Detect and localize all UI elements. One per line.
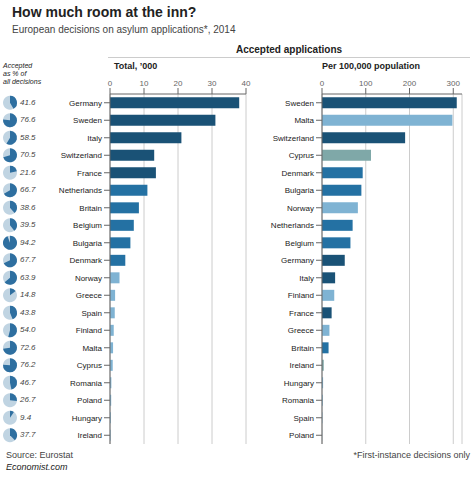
svg-text:Sweden: Sweden: [73, 116, 102, 125]
svg-text:Sweden: Sweden: [285, 99, 314, 108]
svg-text:0: 0: [108, 79, 113, 88]
html-text:67.7: 67.7: [20, 255, 36, 265]
svg-text:0: 0: [320, 79, 325, 88]
html-text:26.7: 26.7: [20, 395, 36, 405]
html-text:9.4: 9.4: [20, 412, 32, 422]
svg-text:Norway: Norway: [287, 204, 314, 213]
html-text:14.8: 14.8: [20, 290, 36, 300]
html-text:72.6: 72.6: [20, 342, 36, 352]
svg-text:Cyprus: Cyprus: [289, 151, 314, 160]
svg-text:20: 20: [174, 79, 183, 88]
svg-text:Denmark: Denmark: [70, 256, 103, 265]
svg-text:Ireland: Ireland: [290, 361, 314, 370]
html-text:Economist.com: Economist.com: [6, 462, 68, 472]
html-text:58.5: 58.5: [20, 132, 36, 142]
html-text:Accepted as % of all decisions: Accepted as % of all decisions: [3, 62, 42, 85]
html-text:38.6: 38.6: [20, 202, 36, 212]
svg-text:Netherlands: Netherlands: [59, 186, 102, 195]
svg-text:Ireland: Ireland: [78, 431, 102, 440]
svg-text:Netherlands: Netherlands: [271, 221, 314, 230]
svg-text:Spain: Spain: [294, 414, 314, 423]
html-text:46.7: 46.7: [20, 377, 36, 387]
svg-text:Germany: Germany: [69, 99, 102, 108]
html-text:37.7: 37.7: [20, 430, 36, 440]
svg-text:Poland: Poland: [77, 396, 102, 405]
svg-text:Britain: Britain: [79, 204, 102, 213]
html-text:Source: Eurostat: Source: Eurostat: [6, 450, 73, 460]
html-text:How much room at the inn?: How much room at the inn?: [12, 4, 197, 20]
html-text:66.7: 66.7: [20, 185, 36, 195]
html-text:*First-instance decisions only: *First-instance decisions only: [353, 450, 470, 460]
svg-text:Britain: Britain: [291, 344, 314, 353]
svg-text:200: 200: [403, 79, 417, 88]
svg-text:Switzerland: Switzerland: [273, 134, 314, 143]
html-text:94.2: 94.2: [20, 237, 36, 247]
html-text:63.9: 63.9: [20, 272, 36, 282]
svg-text:40: 40: [242, 79, 251, 88]
svg-text:Romania: Romania: [282, 396, 315, 405]
html-text:76.6: 76.6: [20, 115, 36, 125]
svg-text:Italy: Italy: [87, 134, 102, 143]
html-text:43.8: 43.8: [20, 307, 36, 317]
svg-text:Poland: Poland: [289, 431, 314, 440]
html-text:21.6: 21.6: [20, 167, 36, 177]
svg-text:Cyprus: Cyprus: [77, 361, 102, 370]
html-text:Accepted applications: Accepted applications: [235, 44, 343, 55]
html-text:Per 100,000 population: Per 100,000 population: [322, 61, 420, 71]
svg-text:Belgium: Belgium: [285, 239, 314, 248]
html-text:76.2: 76.2: [20, 360, 36, 370]
svg-text:Germany: Germany: [281, 256, 314, 265]
svg-text:100: 100: [359, 79, 373, 88]
svg-text:Bulgaria: Bulgaria: [73, 239, 103, 248]
svg-text:Denmark: Denmark: [282, 169, 315, 178]
svg-text:Switzerland: Switzerland: [61, 151, 102, 160]
html-text:Total, ’000: Total, ’000: [114, 61, 158, 71]
svg-text:Malta: Malta: [82, 344, 102, 353]
svg-text:Romania: Romania: [70, 379, 103, 388]
html-text:41.6: 41.6: [20, 97, 36, 107]
svg-text:Norway: Norway: [75, 274, 102, 283]
svg-text:Italy: Italy: [299, 274, 314, 283]
html-text:European decisions on asylum a: European decisions on asylum application…: [12, 24, 236, 35]
html-text:70.5: 70.5: [20, 150, 36, 160]
svg-text:Finland: Finland: [288, 291, 314, 300]
svg-text:Greece: Greece: [288, 326, 315, 335]
svg-text:France: France: [77, 169, 102, 178]
svg-text:Greece: Greece: [76, 291, 103, 300]
svg-text:Hungary: Hungary: [284, 379, 314, 388]
svg-text:Bulgaria: Bulgaria: [285, 186, 315, 195]
svg-text:10: 10: [140, 79, 149, 88]
svg-text:Malta: Malta: [294, 116, 314, 125]
svg-text:France: France: [289, 309, 314, 318]
svg-text:Finland: Finland: [76, 326, 102, 335]
html-text:54.0: 54.0: [20, 325, 36, 335]
svg-text:Spain: Spain: [82, 309, 102, 318]
svg-text:30: 30: [208, 79, 217, 88]
svg-text:300: 300: [447, 79, 461, 88]
svg-text:Belgium: Belgium: [73, 221, 102, 230]
html-text:39.5: 39.5: [20, 220, 36, 230]
svg-text:Hungary: Hungary: [72, 414, 102, 423]
